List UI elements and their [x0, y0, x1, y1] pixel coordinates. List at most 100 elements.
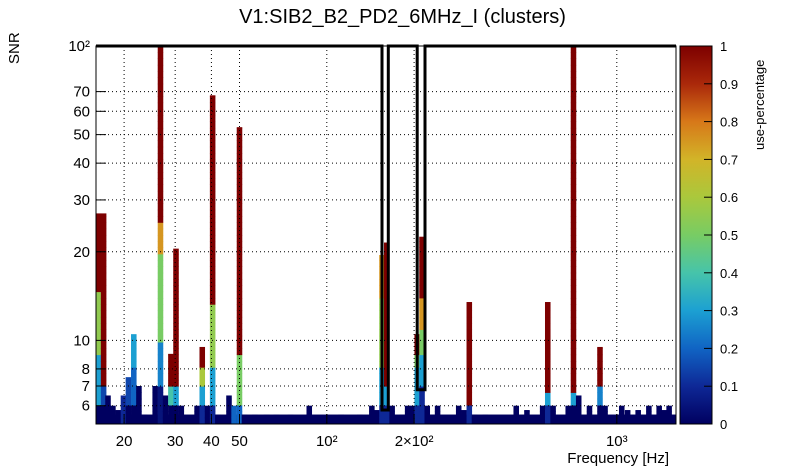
- heatmap-cell: [173, 417, 179, 425]
- heatmap-cell: [173, 316, 179, 324]
- heatmap-cell: [570, 90, 577, 97]
- heatmap-cell: [419, 354, 425, 362]
- heatmap-cell: [157, 153, 164, 160]
- heatmap-cell: [125, 405, 132, 412]
- heatmap-cell: [570, 279, 577, 286]
- heatmap-cell: [209, 247, 216, 255]
- heatmap-cell: [419, 367, 425, 374]
- heatmap-cell: [575, 417, 582, 425]
- heatmap-cell: [597, 398, 603, 406]
- heatmap-cell: [168, 354, 174, 362]
- heatmap-cell: [157, 323, 164, 330]
- heatmap-cell: [136, 392, 142, 400]
- heatmap-cell: [602, 417, 608, 425]
- heatmap-cell: [157, 115, 164, 122]
- colorbar-tick-label: 0.3: [720, 304, 738, 319]
- heatmap-cell: [570, 241, 577, 248]
- heatmap-cell: [236, 134, 243, 141]
- heatmap-cell: [236, 209, 243, 217]
- heatmap-column: [215, 414, 221, 425]
- heatmap-cell: [419, 361, 425, 368]
- heatmap-cell: [236, 266, 243, 274]
- heatmap-column: [399, 414, 405, 425]
- heatmap-cell: [379, 417, 385, 425]
- heatmap-cell: [466, 386, 473, 393]
- heatmap-cell: [384, 247, 390, 255]
- heatmap-column: [409, 405, 415, 425]
- heatmap-cell: [152, 417, 158, 425]
- heatmap-cell: [466, 405, 473, 412]
- heatmap-cell: [236, 241, 243, 248]
- heatmap-cell: [157, 411, 164, 419]
- heatmap-cell: [618, 417, 625, 425]
- heatmap-cell: [236, 140, 243, 148]
- heatmap-cell: [570, 361, 577, 368]
- heatmap-cell: [597, 373, 603, 381]
- heatmap-cell: [544, 411, 551, 419]
- heatmap-cell: [236, 361, 243, 368]
- heatmap-cell: [95, 323, 102, 330]
- heatmap-cell: [209, 398, 216, 406]
- heatmap-column: [550, 405, 556, 425]
- heatmap-cell: [95, 216, 102, 223]
- heatmap-cell: [466, 348, 473, 356]
- heatmap-cell: [570, 140, 577, 148]
- heatmap-cell: [656, 405, 662, 412]
- heatmap-cell: [168, 405, 174, 412]
- y-tick-label: 70: [73, 84, 90, 101]
- heatmap-column: [273, 414, 280, 425]
- heatmap-cell: [173, 361, 179, 368]
- heatmap-cell: [209, 392, 216, 400]
- heatmap-cell: [575, 398, 582, 406]
- heatmap-cell: [236, 386, 243, 393]
- heatmap-cell: [157, 165, 164, 173]
- heatmap-cell: [570, 272, 577, 280]
- heatmap-cell: [173, 386, 179, 393]
- colorbar-tick-label: 1: [720, 39, 727, 54]
- heatmap-cell: [131, 361, 137, 368]
- heatmap-cell: [168, 361, 174, 368]
- heatmap-cell: [409, 405, 415, 412]
- heatmap-cell: [524, 417, 530, 425]
- heatmap-cell: [466, 373, 473, 381]
- heatmap-cell: [157, 266, 164, 274]
- heatmap-cell: [95, 253, 102, 261]
- heatmap-cell: [570, 127, 577, 135]
- heatmap-cell: [419, 379, 425, 387]
- heatmap-cell: [570, 379, 577, 387]
- heatmap-cell: [100, 298, 107, 305]
- heatmap-cell: [157, 316, 164, 324]
- heatmap-cell: [384, 323, 390, 330]
- heatmap-cell: [570, 71, 577, 78]
- heatmap-cell: [466, 379, 473, 387]
- heatmap-cell: [95, 279, 102, 286]
- heatmap-cell: [635, 417, 641, 425]
- heatmap-cell: [209, 241, 216, 248]
- heatmap-cell: [374, 417, 380, 425]
- heatmap-cell: [95, 316, 102, 324]
- heatmap-cell: [544, 398, 551, 406]
- heatmap-cell: [100, 272, 107, 280]
- colorbar-tick-label: 0.6: [720, 190, 738, 205]
- heatmap-cell: [414, 398, 420, 406]
- heatmap-cell: [162, 395, 169, 400]
- heatmap-cell: [570, 348, 577, 356]
- heatmap-cell: [570, 216, 577, 223]
- heatmap-cell: [466, 398, 473, 406]
- heatmap-column: [646, 405, 652, 425]
- heatmap-cell: [389, 405, 395, 412]
- heatmap-cell: [162, 417, 169, 425]
- heatmap-cell: [199, 417, 206, 425]
- heatmap-cell: [209, 115, 216, 122]
- heatmap-cell: [152, 411, 158, 419]
- heatmap-cell: [384, 279, 390, 286]
- heatmap-cell: [544, 304, 551, 311]
- heatmap-cell: [570, 354, 577, 362]
- heatmap-cell: [100, 342, 107, 349]
- heatmap-cell: [384, 392, 390, 400]
- heatmap-cell: [570, 247, 577, 255]
- heatmap-cell: [157, 392, 164, 400]
- heatmap-cell: [570, 77, 577, 85]
- heatmap-cell: [544, 323, 551, 330]
- heatmap-cell: [168, 392, 174, 400]
